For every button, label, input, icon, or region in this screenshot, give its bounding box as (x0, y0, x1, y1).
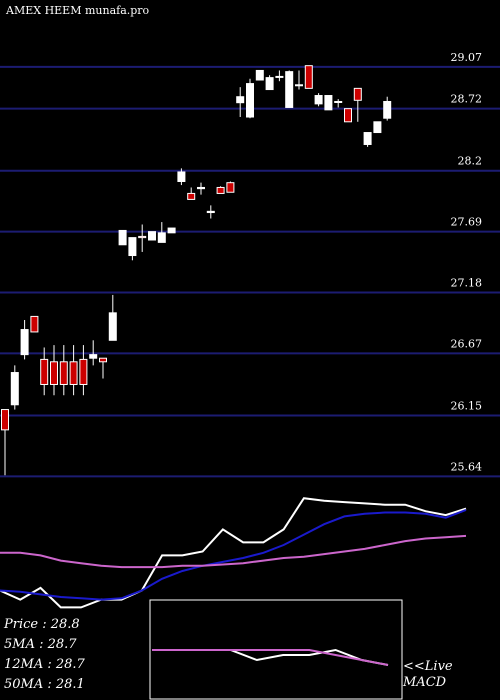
candle-body (167, 227, 176, 234)
candle-body (255, 69, 264, 81)
candle-body (148, 231, 156, 241)
y-tick-label: 29.07 (451, 51, 483, 64)
summary-text: 5MA : 28.7 (4, 637, 77, 652)
candle-body (108, 312, 117, 341)
summary-text: 12MA : 28.7 (4, 657, 86, 672)
candle-body (363, 132, 372, 145)
candle-body (40, 358, 49, 385)
candle-body (226, 182, 235, 193)
candle-body (265, 77, 274, 91)
series-line (152, 649, 389, 666)
y-tick-label: 28.2 (458, 155, 483, 168)
y-tick-label: 26.67 (451, 337, 483, 350)
candle-body (206, 210, 215, 214)
series-line (0, 534, 467, 569)
candle-body (10, 372, 19, 406)
candle-body (275, 75, 284, 78)
candle-body (89, 354, 98, 359)
candle-body (1, 409, 9, 431)
y-tick-label: 27.69 (451, 216, 483, 229)
candle-body (69, 361, 78, 385)
candle-body (20, 329, 29, 356)
candle-body (344, 108, 352, 123)
y-tick-label: 26.15 (451, 400, 483, 413)
candle-body (197, 186, 205, 190)
candle-body (295, 84, 303, 87)
series-line (0, 508, 467, 601)
candle-body (216, 186, 225, 194)
candle-body (99, 357, 107, 363)
candle-body (128, 237, 137, 257)
y-tick-label: 25.64 (451, 460, 483, 473)
candle-body (50, 361, 58, 385)
candle-body (187, 192, 196, 200)
macd-title: MACD (402, 675, 447, 690)
series-line (0, 497, 467, 609)
macd-box (149, 599, 403, 700)
candle-body (383, 100, 392, 119)
candle-body (246, 83, 254, 118)
candle-body (177, 171, 186, 182)
candle-body (285, 71, 294, 108)
candle-body (304, 65, 313, 89)
annotation: <<Live (403, 659, 453, 674)
chart-title: AMEX HEEM munafa.pro (5, 4, 150, 17)
candle-body (334, 100, 343, 103)
summary-text: Price : 28.8 (3, 617, 80, 632)
candle-body (236, 96, 245, 104)
summary-text: 50MA : 28.1 (4, 677, 85, 692)
candle-body (157, 232, 166, 243)
candle-body (138, 235, 147, 239)
y-tick-label: 28.72 (451, 93, 483, 106)
candle-body (30, 315, 39, 333)
y-tick-label: 27.18 (451, 277, 483, 290)
candle-body (314, 95, 323, 105)
candle-body (118, 229, 127, 246)
candle-body (373, 121, 382, 134)
candle-body (324, 95, 333, 111)
candle-body (79, 358, 88, 385)
candle-body (59, 361, 68, 385)
candle-body (353, 87, 362, 101)
